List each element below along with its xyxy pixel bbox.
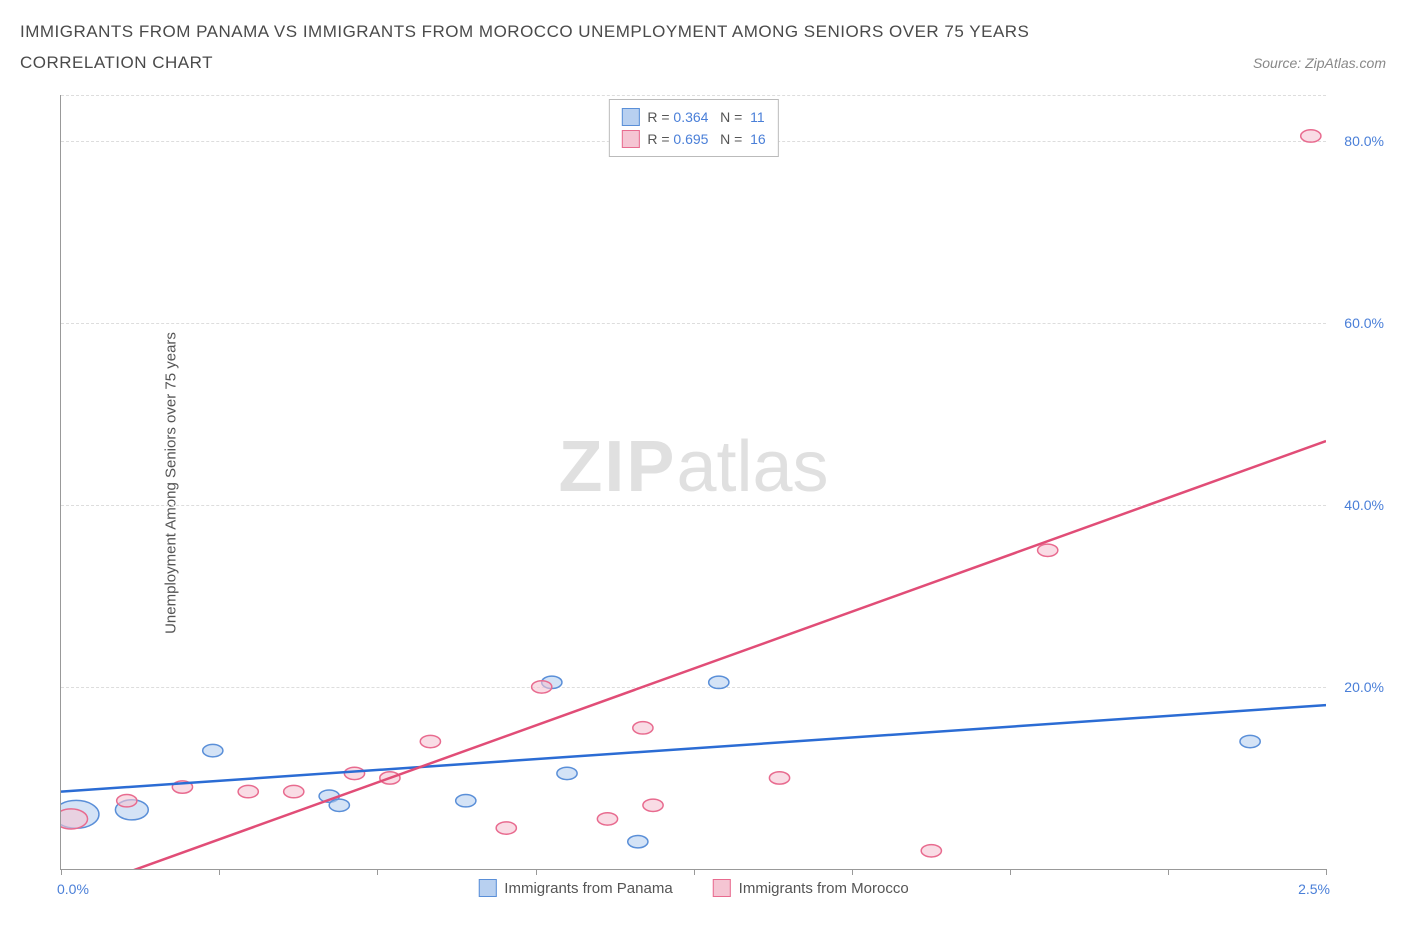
legend-r-label: R = 0.695 N = 16	[647, 131, 765, 147]
legend-bottom-panama: Immigrants from Panama	[478, 879, 672, 897]
legend-bottom-label: Immigrants from Morocco	[739, 880, 909, 897]
trend-line	[112, 441, 1326, 869]
data-point	[769, 772, 789, 784]
y-tick-label: 60.0%	[1344, 315, 1384, 331]
y-tick-label: 40.0%	[1344, 497, 1384, 513]
legend-top-row-morocco: R = 0.695 N = 16	[621, 128, 765, 150]
chart-area: Unemployment Among Seniors over 75 years…	[60, 95, 1326, 870]
data-point	[329, 799, 349, 811]
legend-r-label: R = 0.364 N = 11	[647, 109, 764, 125]
data-point	[238, 785, 258, 797]
data-point	[203, 744, 223, 756]
legend-swatch-panama-icon	[478, 879, 496, 897]
data-point	[284, 785, 304, 797]
data-point	[633, 722, 653, 734]
data-point	[1301, 130, 1321, 142]
data-point	[496, 822, 516, 834]
legend-bottom-label: Immigrants from Panama	[504, 880, 672, 897]
data-point	[921, 845, 941, 857]
data-point	[1038, 544, 1058, 556]
source-text: Source: ZipAtlas.com	[1253, 55, 1386, 71]
data-point	[628, 835, 648, 847]
legend-swatch-morocco-icon	[621, 130, 639, 148]
data-point	[643, 799, 663, 811]
x-max-label: 2.5%	[1298, 881, 1330, 897]
x-min-label: 0.0%	[57, 881, 89, 897]
data-point	[597, 813, 617, 825]
x-tick	[377, 869, 378, 875]
data-point	[557, 767, 577, 779]
legend-bottom-morocco: Immigrants from Morocco	[713, 879, 909, 897]
chart-subtitle: CORRELATION CHART	[20, 53, 213, 73]
x-tick	[61, 869, 62, 875]
data-point	[709, 676, 729, 688]
chart-title: IMMIGRANTS FROM PANAMA VS IMMIGRANTS FRO…	[20, 18, 1386, 45]
plot-region: ZIPatlas R = 0.364 N = 11 R = 0.695 N = …	[60, 95, 1326, 870]
data-point	[344, 767, 364, 779]
data-point	[420, 735, 440, 747]
x-tick	[219, 869, 220, 875]
legend-top-row-panama: R = 0.364 N = 11	[621, 106, 765, 128]
y-tick-label: 20.0%	[1344, 679, 1384, 695]
x-tick	[1010, 869, 1011, 875]
data-point	[532, 681, 552, 693]
y-tick-label: 80.0%	[1344, 133, 1384, 149]
x-tick	[852, 869, 853, 875]
chart-header: IMMIGRANTS FROM PANAMA VS IMMIGRANTS FRO…	[0, 0, 1406, 73]
data-point	[1240, 735, 1260, 747]
x-tick	[694, 869, 695, 875]
x-tick	[1326, 869, 1327, 875]
data-point	[61, 809, 88, 829]
x-tick	[536, 869, 537, 875]
legend-swatch-morocco-icon	[713, 879, 731, 897]
legend-top: R = 0.364 N = 11 R = 0.695 N = 16	[608, 99, 778, 157]
data-point	[117, 795, 137, 807]
plot-svg	[61, 95, 1326, 869]
legend-swatch-panama-icon	[621, 108, 639, 126]
x-tick	[1168, 869, 1169, 875]
trend-line	[61, 705, 1326, 792]
subtitle-row: CORRELATION CHART Source: ZipAtlas.com	[20, 53, 1386, 73]
data-point	[456, 795, 476, 807]
legend-bottom: Immigrants from Panama Immigrants from M…	[478, 879, 908, 897]
